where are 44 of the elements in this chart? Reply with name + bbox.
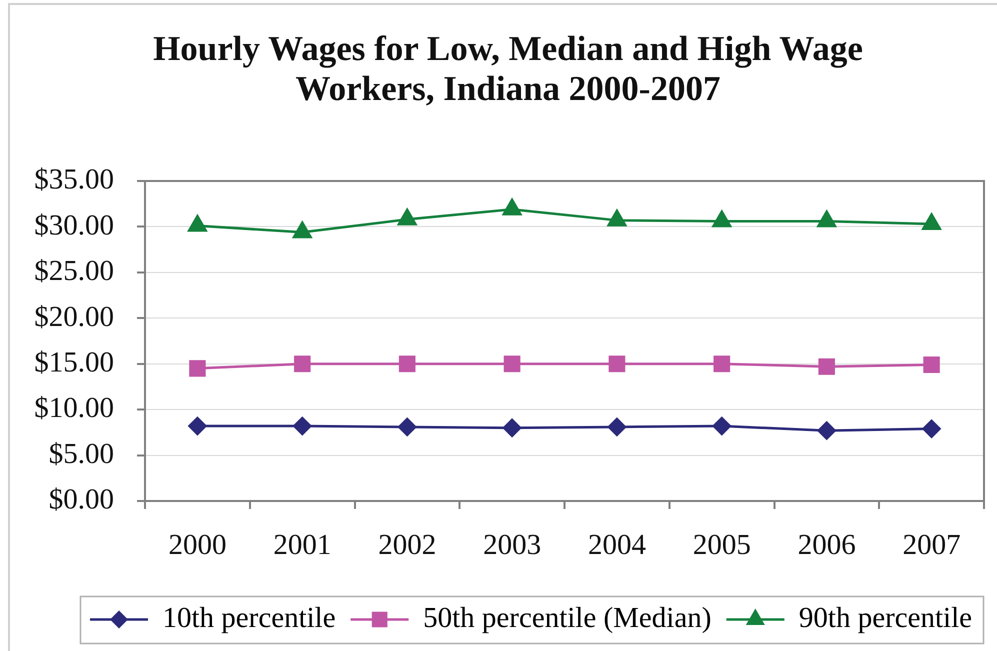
- y-tick-label: $5.00: [48, 438, 114, 470]
- chart-title: Hourly Wages for Low, Median and High Wage Workers, Indiana 2000-2007: [152, 29, 864, 109]
- point: [398, 417, 417, 436]
- point: [294, 356, 311, 372]
- point: [712, 416, 732, 436]
- point: [187, 214, 208, 232]
- y-tick-label: $20.00: [34, 300, 114, 333]
- legend-label: 50th percentile (Median): [423, 602, 712, 634]
- x-tick-label: 2001: [273, 529, 332, 562]
- point: [714, 356, 730, 372]
- point: [504, 356, 520, 372]
- y-tick-label: $35.00: [34, 164, 114, 196]
- point: [188, 416, 207, 436]
- point: [922, 212, 942, 230]
- x-tick-label: 2000: [168, 529, 226, 562]
- x-tick-label: 2004: [588, 529, 646, 562]
- x-tick-label: 2007: [902, 529, 961, 562]
- y-tick-label: $0.00: [48, 484, 114, 516]
- point: [922, 419, 942, 438]
- point: [607, 417, 626, 436]
- point: [712, 210, 732, 228]
- point: [818, 358, 835, 375]
- point: [292, 416, 312, 436]
- x-tick-label: 2003: [483, 529, 542, 562]
- point: [606, 208, 627, 226]
- point: [502, 198, 522, 216]
- legend-label: 90th percentile: [798, 602, 972, 634]
- x-tick-label: 2005: [692, 529, 751, 562]
- point: [502, 418, 522, 438]
- y-tick-label: $25.00: [34, 255, 114, 288]
- legend-label: 10th percentile: [162, 602, 336, 634]
- point: [189, 360, 206, 377]
- point: [923, 356, 940, 374]
- y-tick-label: $30.00: [34, 209, 114, 242]
- x-tick-label: 2006: [798, 529, 856, 562]
- point: [608, 356, 626, 372]
- point: [397, 208, 418, 226]
- y-tick-label: $10.00: [34, 392, 114, 424]
- point: [816, 210, 837, 228]
- point: [398, 356, 416, 372]
- point: [817, 421, 836, 440]
- x-tick-label: 2002: [378, 529, 436, 562]
- y-tick-label: $15.00: [34, 346, 114, 378]
- point: [292, 220, 312, 238]
